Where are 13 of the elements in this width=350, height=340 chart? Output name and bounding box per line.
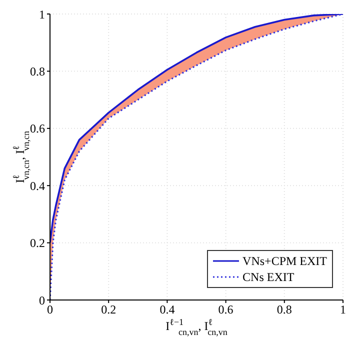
y-tick-label: 0.6 xyxy=(30,122,45,136)
y-tick-label: 0.8 xyxy=(30,64,45,78)
y-tick-label: 1 xyxy=(39,7,45,22)
y-tick-label: 0.2 xyxy=(30,236,45,250)
y-tick-label: 0.4 xyxy=(30,178,45,193)
legend-label: CNs EXIT xyxy=(242,269,294,285)
x-tick-label: 0.4 xyxy=(160,302,175,317)
x-tick-label: 0.6 xyxy=(218,302,234,317)
legend-label: VNs+CPM EXIT xyxy=(242,253,327,269)
x-tick-label: 0.2 xyxy=(101,302,116,317)
x-tick-label: 1 xyxy=(340,302,346,317)
x-tick-label: 0.8 xyxy=(276,302,292,317)
y-tick-label: 0 xyxy=(39,293,45,308)
